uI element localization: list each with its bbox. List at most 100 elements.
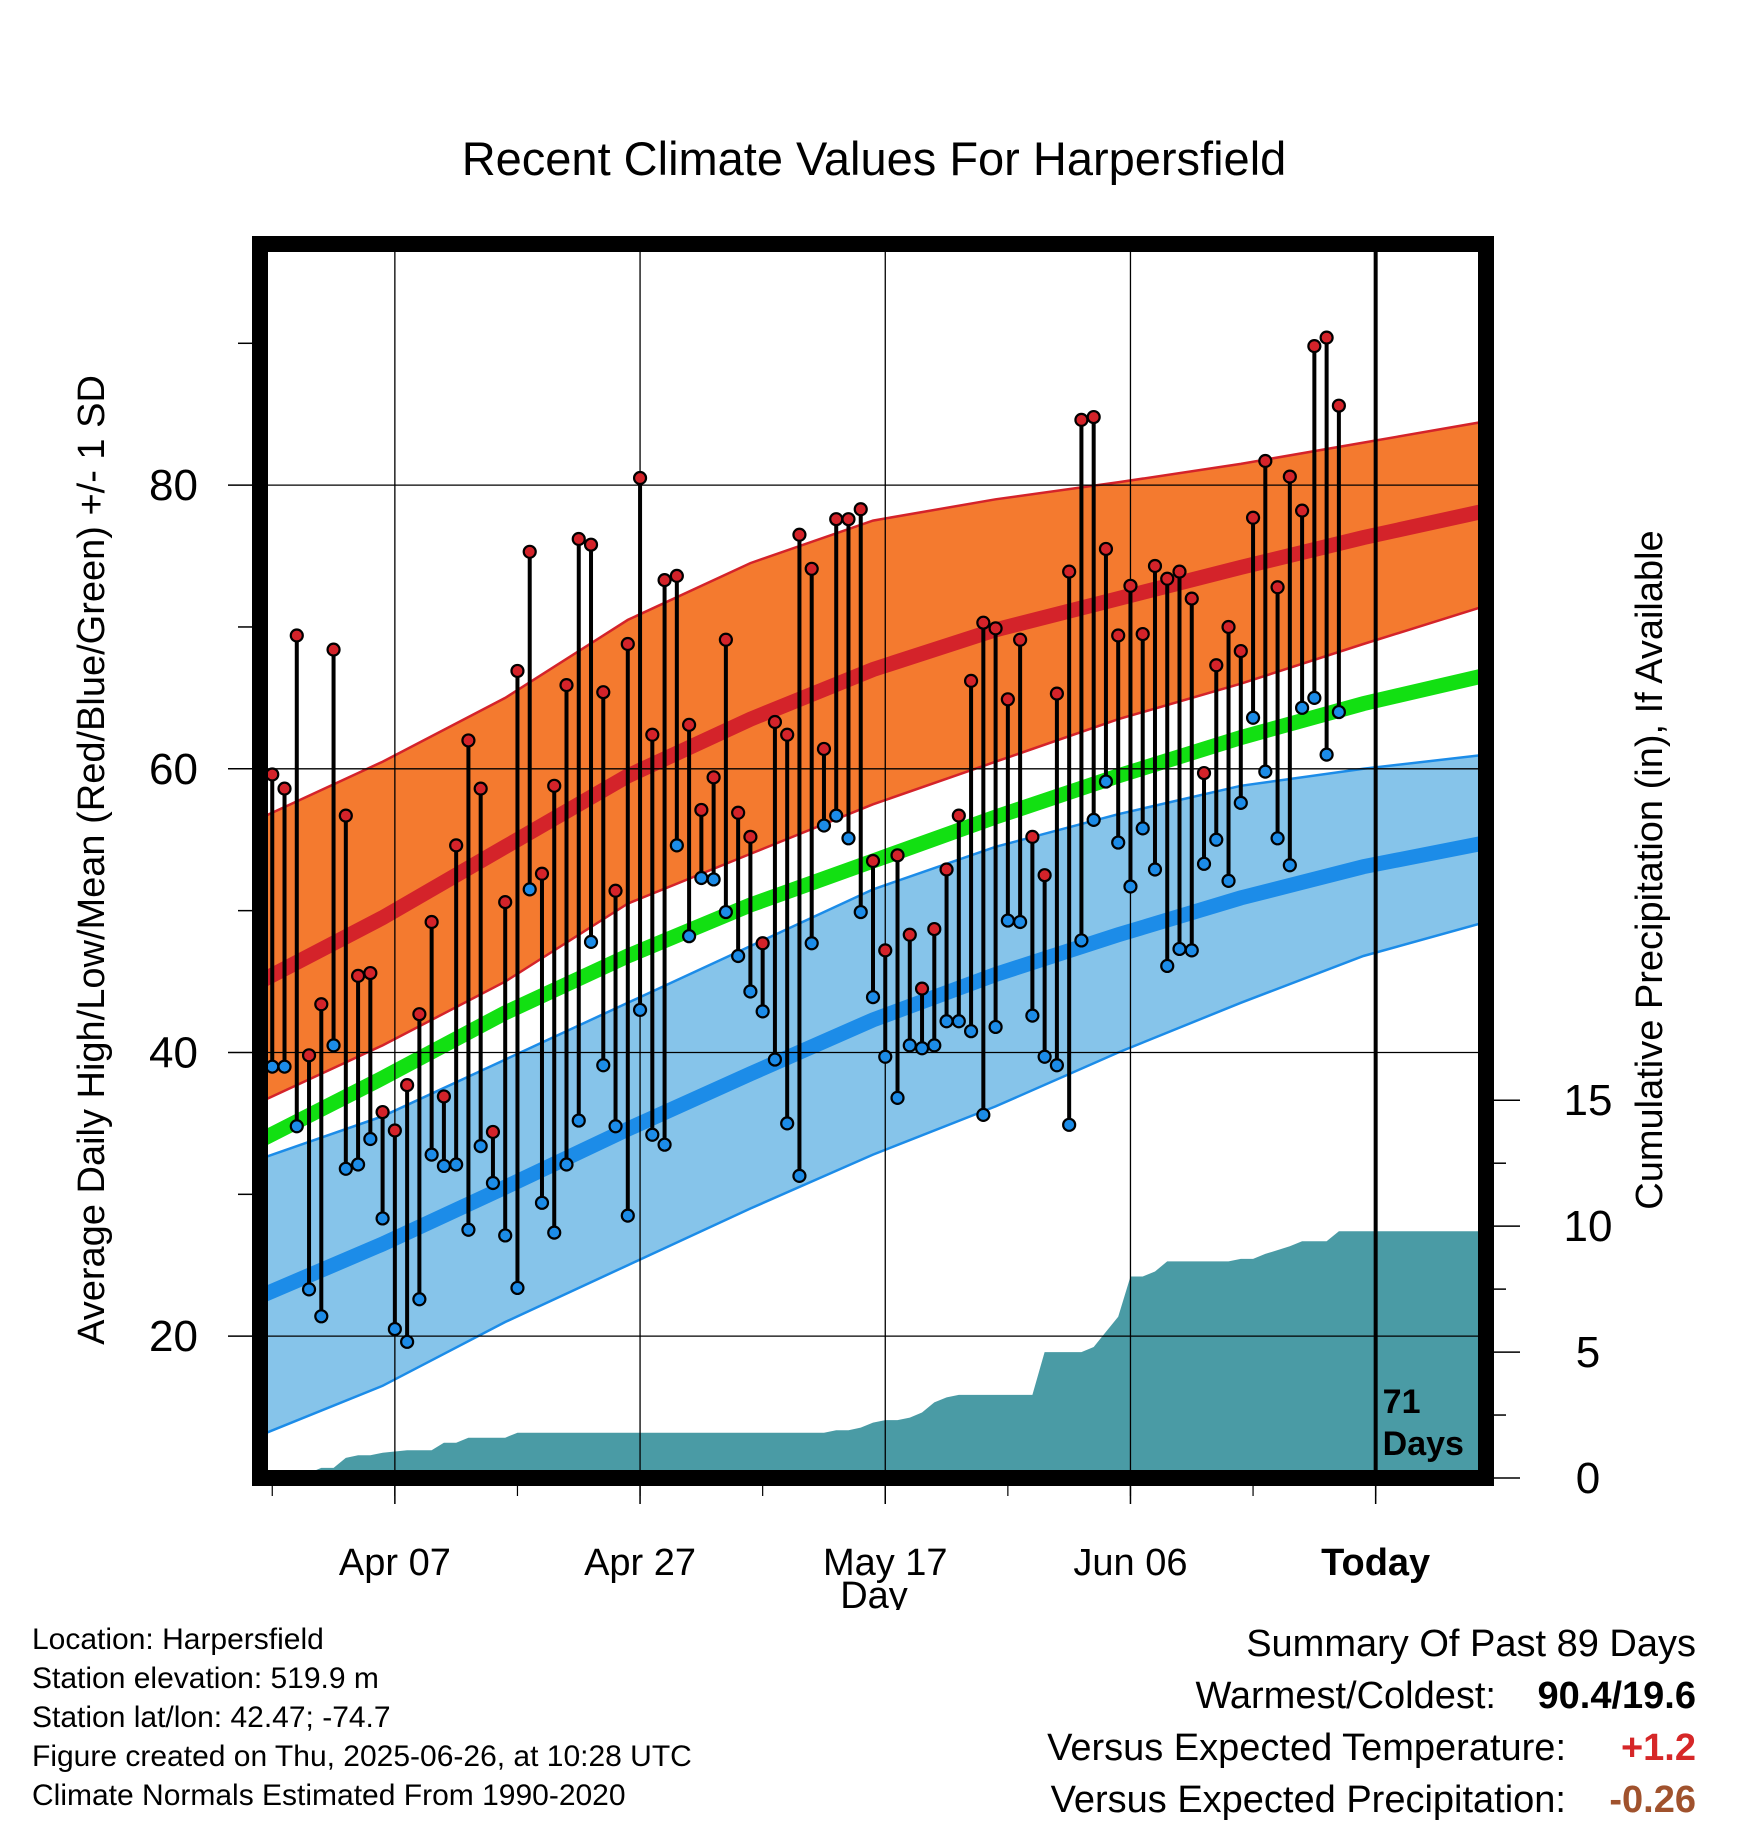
obs-low-point bbox=[498, 1228, 513, 1243]
y-tick-label: 40 bbox=[149, 1028, 198, 1077]
obs-low-point bbox=[449, 1157, 464, 1172]
summary-warmest-label: Warmest/Coldest: bbox=[1195, 1675, 1496, 1717]
obs-low-point bbox=[951, 1014, 966, 1029]
obs-low-point bbox=[694, 870, 709, 886]
obs-high-point bbox=[755, 936, 770, 951]
obs-high-point bbox=[301, 1048, 317, 1063]
obs-low-point bbox=[755, 1004, 770, 1019]
created-text: Figure created on Thu, 2025-06-26, at 10… bbox=[32, 1740, 692, 1773]
today-days-number: 71 bbox=[1383, 1383, 1421, 1421]
plot-frame bbox=[252, 236, 1494, 1486]
obs-low-point bbox=[1049, 1058, 1065, 1073]
x-tick-label: Apr 27 bbox=[584, 1542, 696, 1584]
normals-text: Climate Normals Estimated From 1990-2020 bbox=[32, 1779, 626, 1812]
y2-tick-label: 5 bbox=[1576, 1328, 1600, 1377]
obs-low-point bbox=[583, 934, 599, 949]
obs-high-point bbox=[780, 727, 795, 742]
obs-high-point bbox=[1270, 580, 1285, 595]
obs-high-point bbox=[1307, 339, 1322, 354]
station-info: Location: Harpersfield Station elevation… bbox=[32, 1620, 692, 1815]
latlon-text: Station lat/lon: 42.47; -74.7 bbox=[32, 1701, 391, 1734]
x-tick-label: Apr 07 bbox=[339, 1542, 451, 1584]
obs-high-point bbox=[841, 512, 856, 527]
obs-high-point bbox=[939, 862, 954, 877]
low-mean-line bbox=[260, 835, 1486, 1304]
obs-high-point bbox=[449, 838, 464, 853]
obs-high-point bbox=[1062, 564, 1077, 579]
obs-high-point bbox=[632, 470, 648, 486]
obs-high-point bbox=[1245, 510, 1261, 525]
obs-high-point bbox=[1209, 658, 1224, 673]
obs-high-point bbox=[1294, 503, 1310, 518]
obs-low-point bbox=[277, 1059, 292, 1074]
obs-low-point bbox=[559, 1157, 574, 1172]
obs-high-point bbox=[718, 632, 733, 647]
obs-high-point bbox=[1196, 765, 1212, 781]
obs-high-point bbox=[559, 678, 574, 693]
obs-low-point bbox=[804, 936, 819, 951]
obs-high-point bbox=[1086, 409, 1101, 425]
obs-high-point bbox=[485, 1124, 501, 1140]
obs-low-point bbox=[375, 1211, 390, 1226]
axes: 20 40 60 80 0 5 10 15 Apr 07 Apr 27 May 17 Jun 06 To… bbox=[71, 236, 1671, 1610]
obs-low-point bbox=[988, 1019, 1003, 1035]
y-axis-title: Average Daily High/Low/Mean (Red/Blue/Gr… bbox=[71, 375, 113, 1345]
obs-high-point bbox=[498, 895, 513, 910]
obs-low-point bbox=[1135, 821, 1150, 836]
obs-high-point bbox=[927, 921, 942, 937]
obs-low-point bbox=[841, 831, 856, 846]
obs-low-point bbox=[681, 929, 697, 944]
obs-high-point bbox=[608, 883, 623, 898]
obs-high-point bbox=[534, 866, 550, 881]
obs-high-point bbox=[522, 544, 537, 559]
obs-low-point bbox=[927, 1038, 942, 1053]
obs-high-point bbox=[1135, 626, 1150, 642]
obs-high-point bbox=[706, 770, 721, 785]
obs-low-point bbox=[1233, 795, 1248, 810]
obs-high-point bbox=[890, 848, 905, 863]
y-tick-label: 20 bbox=[149, 1312, 198, 1361]
obs-low-point bbox=[669, 838, 684, 853]
obs-high-point bbox=[510, 663, 525, 679]
obs-high-point bbox=[1025, 829, 1040, 844]
obs-high-point bbox=[289, 628, 304, 643]
obs-high-point bbox=[1000, 692, 1015, 707]
obs-high-point bbox=[669, 568, 684, 584]
summary-temp-label: Versus Expected Temperature: bbox=[1047, 1727, 1566, 1769]
obs-high-point bbox=[1074, 412, 1089, 427]
obs-low-point bbox=[473, 1138, 488, 1154]
obs-high-point bbox=[1147, 558, 1163, 574]
obs-low-point bbox=[1086, 812, 1101, 827]
obs-low-point bbox=[853, 904, 868, 920]
obs-high-point bbox=[951, 808, 966, 823]
obs-low-point bbox=[976, 1107, 991, 1122]
obs-low-point bbox=[547, 1225, 562, 1240]
obs-low-point bbox=[1172, 941, 1187, 957]
obs-high-point bbox=[277, 781, 292, 796]
obs-low-point bbox=[914, 1041, 930, 1056]
obs-low-point bbox=[461, 1222, 476, 1237]
x-tick-label: May 17 bbox=[823, 1542, 948, 1584]
obs-low-point bbox=[350, 1157, 366, 1172]
obs-low-point bbox=[534, 1195, 550, 1210]
obs-low-point bbox=[816, 818, 832, 833]
obs-low-point bbox=[1221, 873, 1236, 888]
obs-high-point bbox=[976, 615, 991, 630]
obs-low-point bbox=[1074, 933, 1089, 948]
obs-low-point bbox=[1319, 747, 1334, 762]
y2-tick-label: 0 bbox=[1576, 1454, 1600, 1503]
obs-high-point bbox=[1282, 469, 1297, 484]
y2-tick-label: 15 bbox=[1564, 1076, 1613, 1125]
obs-high-point bbox=[865, 853, 881, 869]
obs-low-point bbox=[314, 1309, 329, 1324]
obs-high-point bbox=[816, 741, 832, 757]
obs-low-point bbox=[1013, 914, 1028, 930]
today-days-label: 71 Days bbox=[1383, 1383, 1464, 1463]
obs-high-point bbox=[596, 685, 611, 700]
obs-low-point bbox=[1184, 943, 1199, 958]
obs-low-point bbox=[767, 1052, 783, 1067]
obs-high-point bbox=[583, 537, 599, 552]
obs-high-point bbox=[694, 802, 709, 818]
obs-low-point bbox=[1294, 700, 1310, 715]
obs-high-point bbox=[424, 914, 439, 930]
